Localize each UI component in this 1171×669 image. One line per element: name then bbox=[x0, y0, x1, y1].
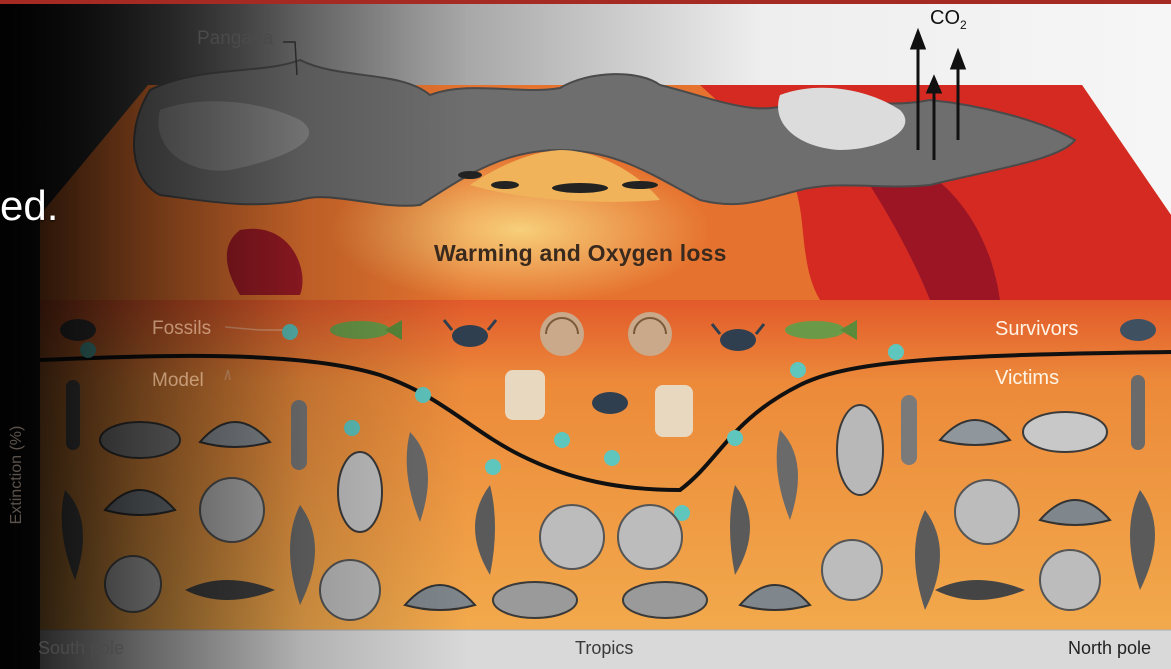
south-pole-label: South pole bbox=[38, 638, 125, 658]
model-label: Model bbox=[152, 370, 204, 391]
y-axis-label: Extinction (%) bbox=[8, 425, 25, 525]
pangaea-label: Pangaea bbox=[197, 28, 274, 49]
co2-text: CO bbox=[930, 7, 960, 29]
victims-label: Victims bbox=[995, 367, 1060, 389]
tropics-label: Tropics bbox=[575, 638, 634, 658]
warming-headline: Warming and Oxygen loss bbox=[434, 240, 727, 266]
north-pole-label: North pole bbox=[1068, 638, 1152, 658]
co2-label: CO2 bbox=[930, 7, 967, 32]
fossils-label: Fossils bbox=[152, 318, 212, 339]
co2-subscript: 2 bbox=[960, 18, 967, 32]
slide-text-fragment: ed. bbox=[0, 182, 59, 229]
top-rule bbox=[0, 0, 1171, 4]
slide-shadow-overlay bbox=[0, 4, 1171, 669]
survivors-label: Survivors bbox=[995, 318, 1079, 340]
